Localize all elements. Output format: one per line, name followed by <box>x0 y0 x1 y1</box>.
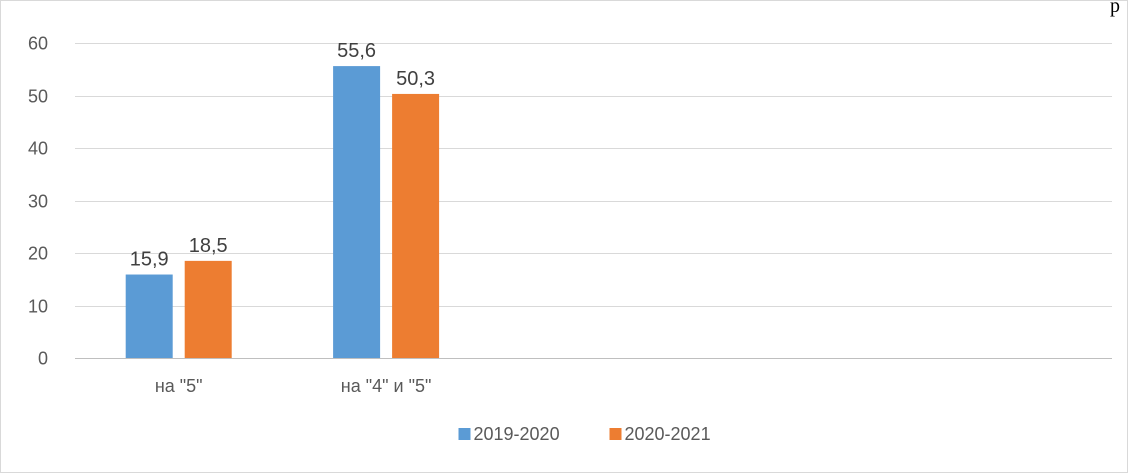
x-axis-category-labels: на "5" на "4" и "5" <box>155 376 432 396</box>
y-tick-label: 60 <box>28 34 48 54</box>
data-label: 55,6 <box>337 40 376 62</box>
data-label: 15,9 <box>130 249 169 271</box>
corner-text: р <box>1110 0 1120 17</box>
y-tick-label: 10 <box>28 297 48 317</box>
y-tick-label: 30 <box>28 192 48 212</box>
legend-swatch <box>609 428 622 440</box>
legend: 2019-2020 2020-2021 <box>458 424 711 444</box>
bar <box>333 66 381 358</box>
legend-label: 2020-2021 <box>625 424 711 444</box>
data-labels: 15,9 18,5 55,6 50,3 <box>130 40 435 270</box>
bars <box>125 66 440 359</box>
data-label: 18,5 <box>189 235 228 257</box>
bar <box>125 274 173 358</box>
y-tick-label: 40 <box>28 139 48 159</box>
gridlines <box>75 43 1112 359</box>
data-label: 50,3 <box>396 68 435 90</box>
y-tick-label: 50 <box>28 87 48 107</box>
bar <box>392 93 440 359</box>
legend-label: 2019-2020 <box>474 424 560 444</box>
y-tick-label: 0 <box>38 349 48 369</box>
y-tick-label: 20 <box>28 244 48 264</box>
bar <box>184 260 232 358</box>
y-axis-tick-labels: 0 10 20 30 40 50 60 <box>28 34 48 369</box>
legend-swatch <box>458 428 471 440</box>
category-label: на "4" и "5" <box>341 376 432 396</box>
category-label: на "5" <box>155 376 203 396</box>
